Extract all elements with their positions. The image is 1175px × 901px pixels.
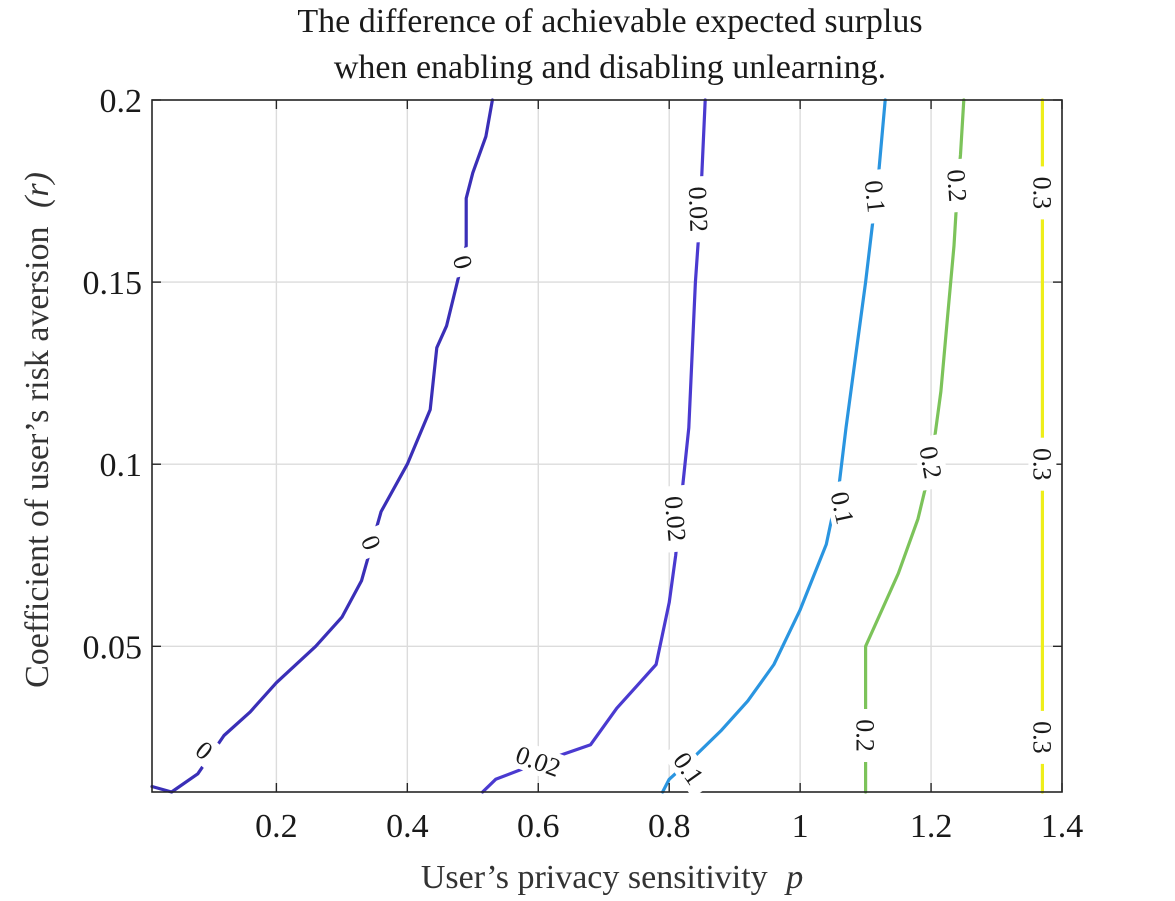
y-tick-label: 0.2 [100,83,143,120]
contour-label-0.3: 0.3 [1027,710,1057,764]
contour-label-0.3: 0.3 [1027,437,1057,491]
contour-label-gap [353,524,390,561]
y-tick-label: 0.15 [83,265,143,302]
contour-label-gap [502,736,575,786]
contour-label-text: 0.1 [859,179,891,214]
contour-label-text: 0.2 [914,444,948,481]
x-tick-label: 0.6 [517,808,560,845]
y-tick-label: 0.05 [83,629,143,666]
contour-label-0: 0 [185,730,224,770]
plot-frame [151,99,1063,793]
contour-label-0.2: 0.2 [941,158,974,214]
contour-label-text: 0.02 [683,186,714,232]
y-tick-label: 0.1 [100,447,143,484]
contour-label-text: 0.02 [659,495,692,543]
chart-title-line-2: when enabling and disabling unlearning. [334,49,886,86]
y-axis-label: Coefficient of user’s risk aversion (r) [19,172,56,688]
contour-label-0.1: 0.1 [823,479,862,537]
contour-label-gap [1028,710,1057,764]
contour-line-0 [150,98,494,794]
contour-label-0.3: 0.3 [1027,166,1057,220]
contour-label-text: 0.3 [1027,448,1056,481]
contour-label-0.02: 0.02 [658,484,693,553]
contour-label-gap [823,479,862,537]
contour-line-0.1 [661,98,887,794]
contour-label-text: 0.2 [941,168,972,202]
contour-label-0.2: 0.2 [851,709,880,762]
contour-label-gap [185,730,224,770]
contour-label-gap [662,738,716,799]
contour-label-gap [658,484,693,553]
x-axis-label-text: User’s privacy sensitivity [421,859,768,896]
x-tick-label: 0.8 [648,808,691,845]
contour-label-gap [912,433,950,491]
contour-line-0.02 [481,98,707,794]
contour-label-text: 0.1 [825,489,860,527]
contour-label-0: 0 [446,245,480,279]
tick-labels: 0.2 0.4 0.6 0.8 1 1.2 1.4 0.05 0.1 0.15 0.2 [83,83,1084,845]
x-tick-label: 1.2 [910,808,953,845]
contour-label-gap [683,175,714,243]
contour-label-0.1: 0.1 [858,168,893,225]
chart-title-line-1: The difference of achievable expected su… [297,3,922,40]
x-tick-label: 0.4 [386,808,429,845]
y-axis-symbol: (r) [19,172,56,208]
contour-label-text: 0.02 [512,740,565,783]
contour-label-gap [446,245,480,279]
x-tick-label: 0.2 [255,808,298,845]
contour-label-gap [858,168,893,225]
contour-label-gap [1028,166,1057,220]
contour-label-0.02: 0.02 [683,175,714,243]
x-tick-label: 1 [792,808,809,845]
contour-label-0.2: 0.2 [912,433,950,491]
y-axis-label-text: Coefficient of user’s risk aversion [19,226,56,687]
contour-label-0: 0 [353,524,390,561]
contour-label-gap [851,709,880,762]
contour-lines [150,98,1044,794]
contour-label-text: 0.2 [851,719,880,752]
contour-label-gap [941,158,974,214]
x-tick-label: 1.4 [1041,808,1084,845]
axis-ticks [152,99,1063,792]
contour-label-text: 0.3 [1027,177,1056,210]
x-axis-symbol: p [784,859,803,896]
x-axis-label: User’s privacy sensitivity p [421,859,803,896]
contour-label-gap [1028,437,1057,491]
chart-title: The difference of achievable expected su… [297,3,922,86]
contour-label-text: 0.3 [1027,721,1056,754]
